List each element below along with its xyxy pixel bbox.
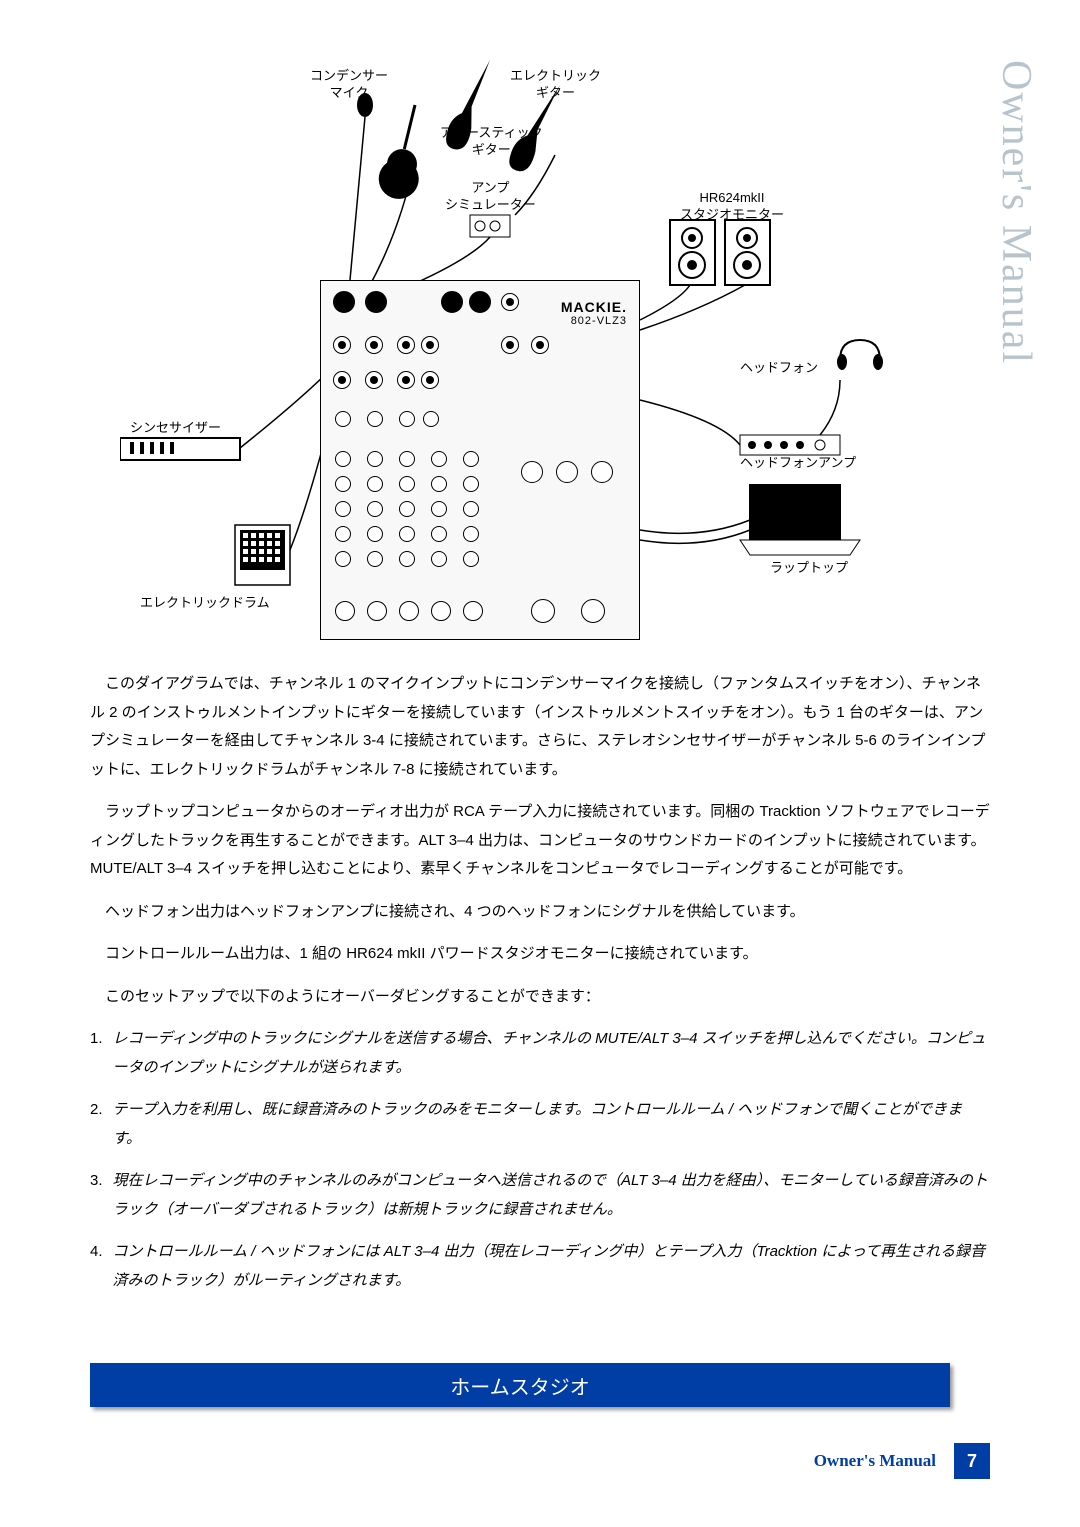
mixer-model-text: 802-VLZ3 xyxy=(571,315,627,327)
synth-icon xyxy=(120,438,240,460)
body-copy: このダイアグラムでは、チャンネル 1 のマイクインプットにコンデンサーマイクを接… xyxy=(90,670,990,1309)
paragraph-2: ラップトップコンピュータからのオーディオ出力が RCA テープ入力に接続されてい… xyxy=(90,798,990,884)
electric-guitar-2-icon xyxy=(504,80,572,175)
step-1-text: レコーディング中のトラックにシグナルを送信する場合、チャンネルの MUTE/AL… xyxy=(113,1030,986,1076)
paragraph-3: ヘッドフォン出力はヘッドフォンアンプに接続され、4 つのヘッドフォンにシグナルを… xyxy=(90,898,990,927)
step-3-text: 現在レコーディング中のチャンネルのみがコンピュータへ送信されるので（ALT 3–… xyxy=(113,1172,988,1218)
electric-guitar-icon xyxy=(441,56,503,153)
footer-label: Owner's Manual xyxy=(814,1451,936,1471)
wiring-diagram: コンデンサーマイク エレクトリックギター アコースティックギター アンプシミュレ… xyxy=(120,50,920,650)
headphones-icon xyxy=(837,340,883,370)
step-4: 4.コントロールルーム / ヘッドフォンには ALT 3–4 出力（現在レコーデ… xyxy=(113,1238,991,1295)
step-3: 3.現在レコーディング中のチャンネルのみがコンピュータへ送信されるので（ALT … xyxy=(113,1167,991,1224)
step-4-text: コントロールルーム / ヘッドフォンには ALT 3–4 出力（現在レコーディン… xyxy=(113,1243,986,1289)
paragraph-5: このセットアップで以下のようにオーバーダビングすることができます： xyxy=(90,983,990,1012)
overdub-steps: 1.レコーディング中のトラックにシグナルを送信する場合、チャンネルの MUTE/… xyxy=(90,1025,990,1295)
laptop-icon xyxy=(740,485,860,555)
step-2-text: テープ入力を利用し、既に録音済みのトラックのみをモニターします。コントロールルー… xyxy=(113,1101,963,1147)
edrum-icon xyxy=(235,525,290,585)
mixer-unit: MACKIE. 802-VLZ3 xyxy=(320,280,640,640)
condenser-mic-icon xyxy=(350,93,373,280)
section-title-text: ホームスタジオ xyxy=(450,1371,589,1400)
mixer-brand-text: MACKIE. xyxy=(561,299,627,315)
vertical-page-title: Owner's Manual xyxy=(992,60,1040,365)
step-1: 1.レコーディング中のトラックにシグナルを送信する場合、チャンネルの MUTE/… xyxy=(113,1025,991,1082)
page-footer: Owner's Manual 7 xyxy=(814,1443,990,1479)
section-title-bar: ホームスタジオ xyxy=(90,1363,950,1407)
step-2: 2.テープ入力を利用し、既に録音済みのトラックのみをモニターします。コントロール… xyxy=(113,1096,991,1153)
monitor-left-icon xyxy=(670,220,715,285)
paragraph-1: このダイアグラムでは、チャンネル 1 のマイクインプットにコンデンサーマイクを接… xyxy=(90,670,990,784)
page-number: 7 xyxy=(954,1443,990,1479)
monitor-right-icon xyxy=(725,220,770,285)
paragraph-4: コントロールルーム出力は、1 組の HR624 mkII パワードスタジオモニタ… xyxy=(90,940,990,969)
